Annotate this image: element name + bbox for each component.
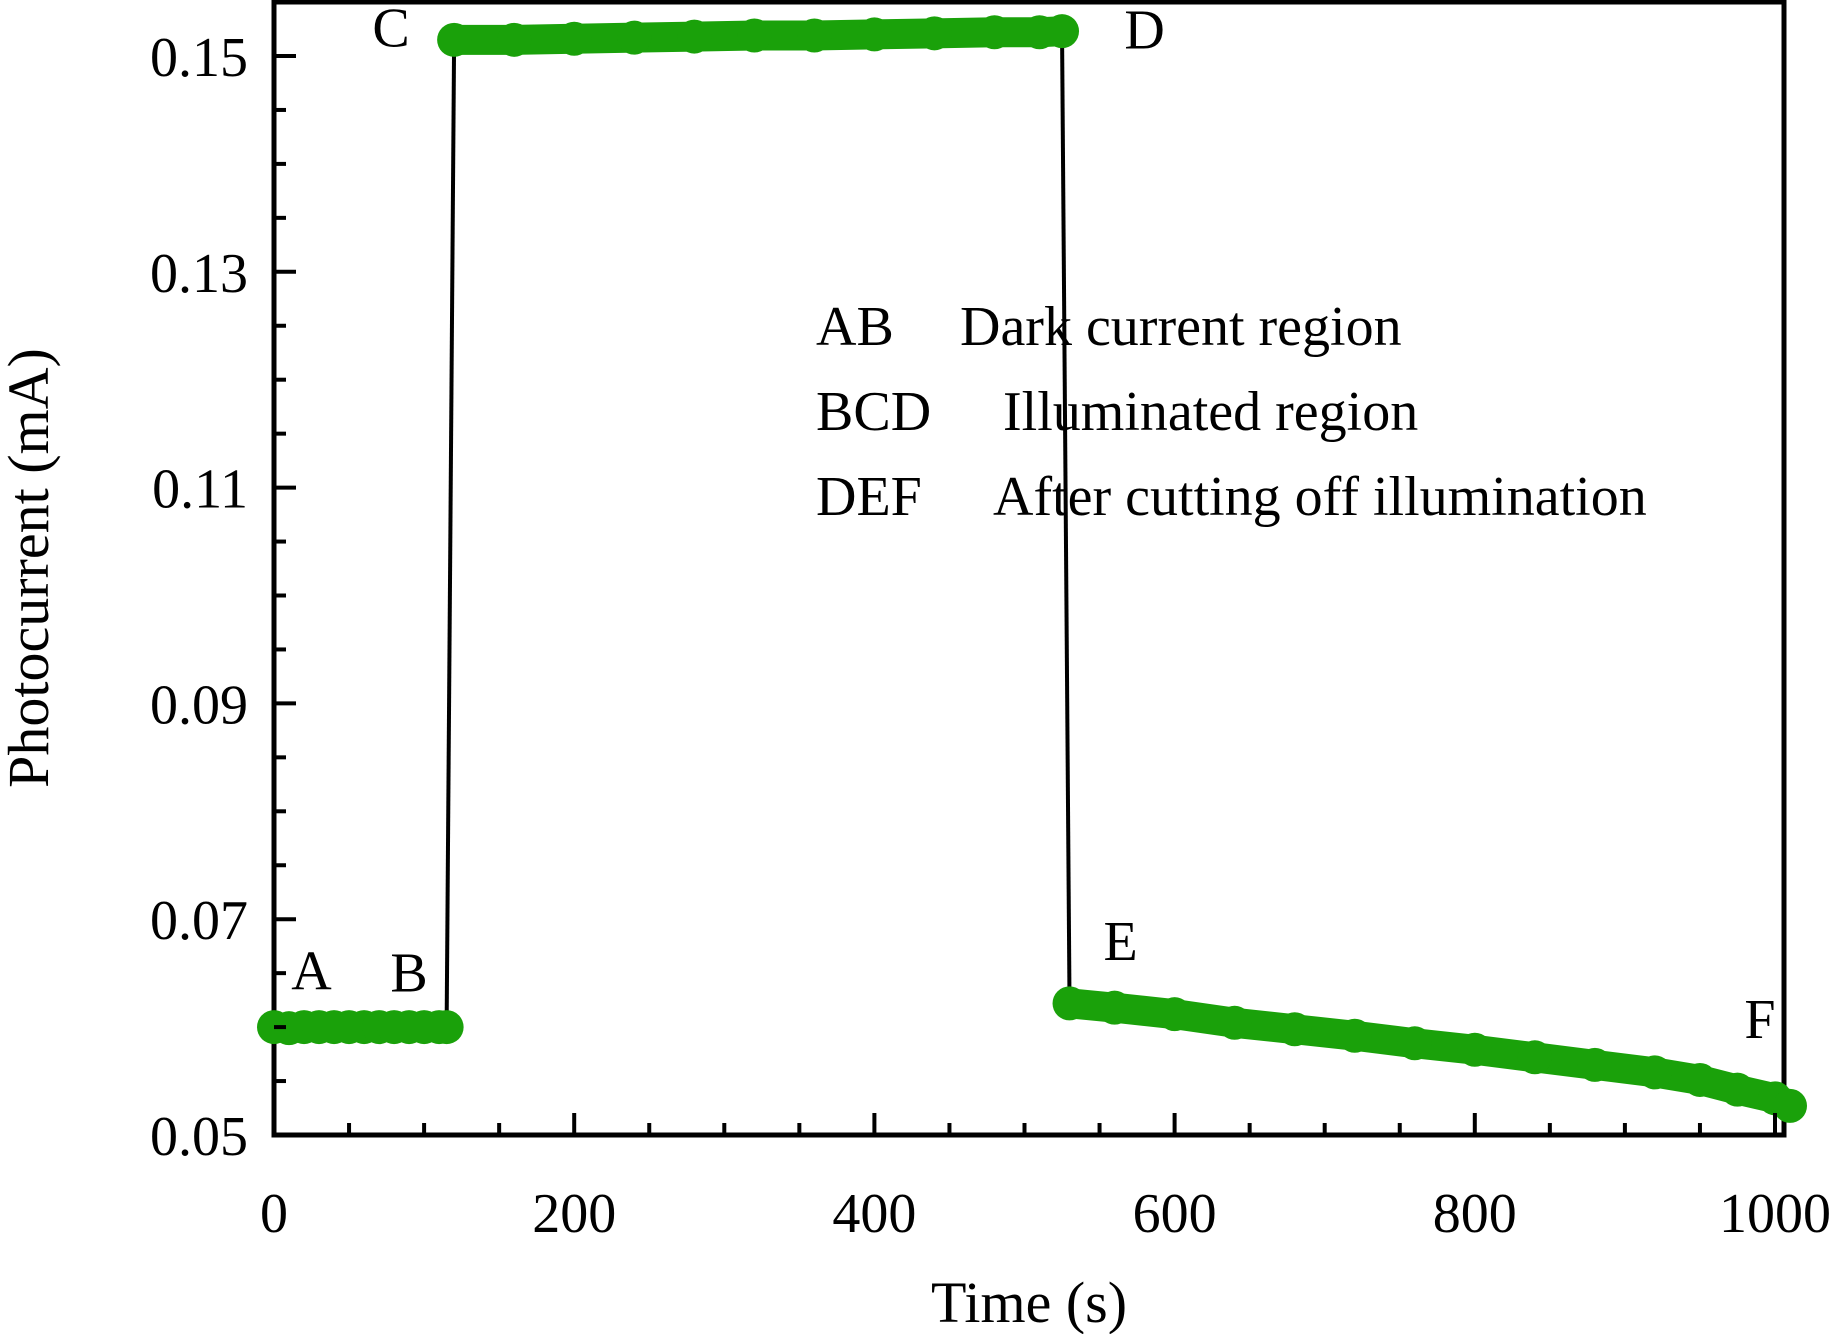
data-point-cd-3	[617, 20, 652, 55]
axis-tick-labels: 0 200 400 600 800 1000 0.05 0.07 0.09 0.11 0.13 0.1…	[150, 27, 1831, 1245]
data-point-ef-5	[1337, 1018, 1372, 1053]
data-markers	[257, 14, 1808, 1123]
data-point-cd-11	[1045, 14, 1080, 49]
y-tick-label-0.15: 0.15	[150, 27, 248, 89]
plot-frame	[271, 0, 1787, 1138]
data-point-ef-12	[1720, 1072, 1755, 1107]
data-point-ab-12	[429, 1010, 464, 1045]
legend-text-ab: Dark current region	[960, 296, 1402, 358]
y-tick-label-0.09: 0.09	[150, 674, 248, 736]
data-point-ef-7	[1457, 1032, 1492, 1067]
legend-text-def: After cutting off illumination	[993, 466, 1647, 528]
point-label-a: A	[291, 940, 332, 1002]
legend: AB Dark current region BCD Illuminated r…	[816, 296, 1647, 528]
data-point-cd-5	[737, 18, 772, 53]
connector-line-2	[1060, 31, 1072, 1004]
data-point-ef-14	[1773, 1088, 1808, 1123]
connector-lines	[444, 31, 1072, 1028]
point-label-d: D	[1124, 0, 1164, 61]
x-tick-label-400: 400	[832, 1183, 916, 1245]
legend-key-bcd: BCD	[816, 381, 931, 443]
data-point-cd-2	[557, 21, 592, 56]
x-tick-label-200: 200	[532, 1183, 616, 1245]
plot-area: 0 200 400 600 800 1000 0.05 0.07 0.09 0.11 0.13 0.1…	[150, 0, 1831, 1245]
data-point-cd-0	[437, 22, 472, 57]
data-point-cd-4	[677, 19, 712, 54]
connector-line-1	[444, 39, 457, 1028]
data-point-ef-8	[1517, 1040, 1552, 1075]
data-point-cd-8	[917, 16, 952, 51]
data-point-cd-7	[857, 17, 892, 52]
point-label-c: C	[372, 0, 409, 59]
legend-key-def: DEF	[816, 466, 922, 528]
y-tick-label-0.05: 0.05	[150, 1106, 248, 1168]
data-point-ef-1	[1097, 990, 1132, 1025]
data-point-ef-0	[1052, 986, 1087, 1021]
data-point-cd-6	[797, 18, 832, 53]
point-labels: A BC DEF	[291, 0, 1775, 1051]
axis-ticks	[272, 0, 1777, 1137]
legend-text-bcd: Illuminated region	[1003, 381, 1418, 443]
data-point-ef-6	[1397, 1026, 1432, 1061]
point-label-f: F	[1744, 989, 1775, 1051]
y-tick-label-0.07: 0.07	[150, 890, 248, 952]
data-point-ef-11	[1682, 1062, 1717, 1097]
y-tick-label-0.11: 0.11	[152, 459, 248, 521]
data-point-cd-9	[977, 15, 1012, 50]
data-point-ef-10	[1637, 1055, 1672, 1090]
data-point-cd-1	[497, 22, 532, 57]
x-tick-label-1000: 1000	[1719, 1183, 1831, 1245]
data-point-ef-2	[1157, 997, 1192, 1032]
point-label-e: E	[1103, 911, 1137, 973]
data-point-ef-3	[1217, 1005, 1252, 1040]
y-tick-label-0.13: 0.13	[150, 243, 248, 305]
y-axis-title: Photocurrent (mA)	[0, 348, 61, 788]
x-tick-label-600: 600	[1133, 1183, 1217, 1245]
data-point-ef-4	[1277, 1012, 1312, 1047]
point-label-b: B	[390, 942, 427, 1004]
x-axis-title: Time (s)	[931, 1270, 1127, 1334]
data-point-ef-9	[1577, 1047, 1612, 1082]
legend-key-ab: AB	[816, 296, 894, 358]
x-tick-label-0: 0	[260, 1183, 288, 1245]
x-tick-label-800: 800	[1433, 1183, 1517, 1245]
